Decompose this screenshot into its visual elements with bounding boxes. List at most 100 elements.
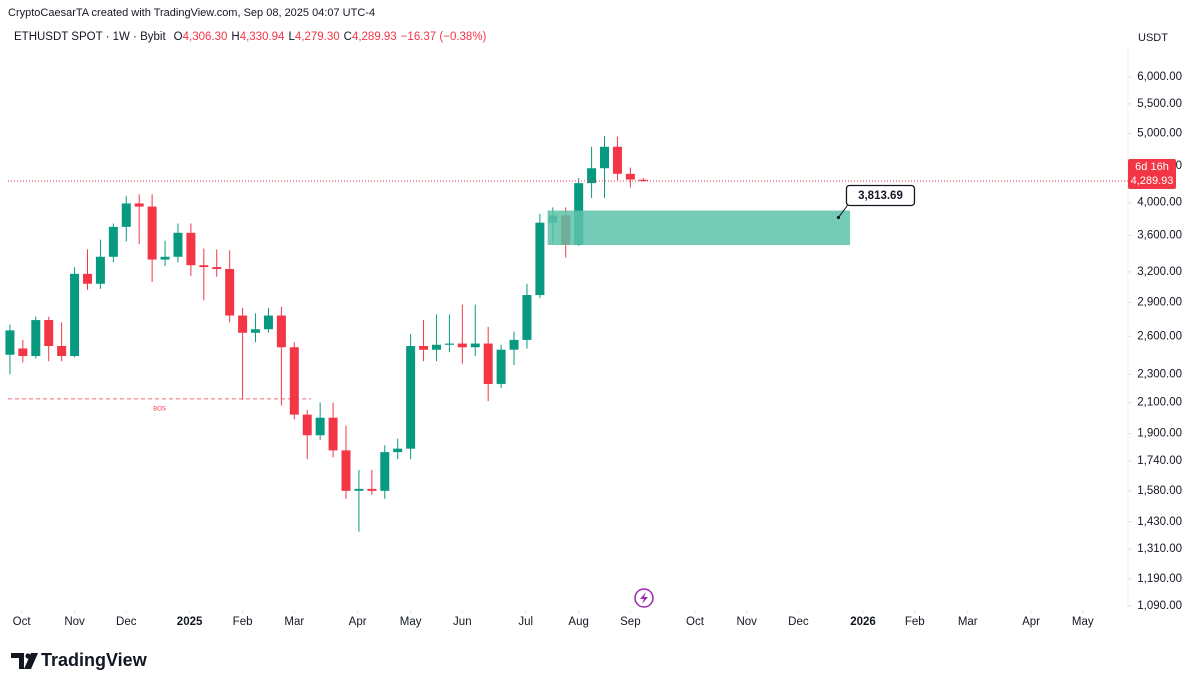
y-tick-label: 2,300.00 <box>1137 368 1182 380</box>
candle-body <box>199 265 209 268</box>
candle-body <box>444 343 454 345</box>
candle-body <box>160 256 170 260</box>
x-tick-label: Aug <box>568 616 588 628</box>
candle-body <box>625 173 635 180</box>
legend-field: L4,279.30 <box>288 31 339 43</box>
candle-body <box>354 488 364 491</box>
candle-body <box>238 315 248 333</box>
x-tick-label: Feb <box>233 616 253 628</box>
candle-body <box>328 417 338 451</box>
logo-part <box>11 653 24 669</box>
candle-body <box>263 315 273 330</box>
x-tick-label: Sep <box>620 616 640 628</box>
legend-field: C4,289.93 <box>344 31 397 43</box>
candle-body <box>225 269 235 316</box>
candle-body <box>173 232 183 257</box>
y-tick-label: 5,000.00 <box>1137 127 1182 139</box>
x-tick-label: Feb <box>905 616 925 628</box>
legend-value: 4,279.30 <box>294 31 340 43</box>
logo-part <box>24 653 38 669</box>
callout-label: 3,813.69 <box>858 190 903 202</box>
callout-box <box>845 184 916 207</box>
brand-logo <box>11 653 38 669</box>
x-tick-label: 2026 <box>850 616 876 628</box>
candle-body <box>380 452 390 491</box>
candle-body <box>186 232 196 266</box>
candle-body <box>121 203 131 227</box>
callout-point <box>836 215 841 220</box>
legend: ETHUSDT SPOT · 1W · Bybit O4,306.30 H4,33… <box>14 31 486 43</box>
lightning-icon <box>634 588 654 608</box>
candle-body <box>289 347 299 415</box>
candle-body <box>57 346 67 357</box>
x-tick-label: Dec <box>116 616 137 628</box>
x-tick-label: Oct <box>13 616 32 628</box>
x-tick-label: Dec <box>788 616 809 628</box>
y-tick-label: 2,100.00 <box>1137 397 1182 409</box>
callout-leader <box>838 205 848 218</box>
candle-body <box>31 320 41 357</box>
candle-body <box>18 348 28 357</box>
candle-body <box>431 344 441 350</box>
price-label: 4,289.93 <box>1131 175 1174 187</box>
candle-body <box>367 488 377 491</box>
candle-body <box>600 146 610 169</box>
y-tick-label: 3,600.00 <box>1137 229 1182 241</box>
y-tick-label: 1,310.00 <box>1137 543 1182 555</box>
x-tick-label: May <box>400 616 422 628</box>
legend-key: L <box>288 31 295 43</box>
candle-body <box>70 273 80 357</box>
candle-body <box>44 320 54 347</box>
bos-label: BOS <box>153 406 166 412</box>
price-countdown: 6d 16h <box>1135 161 1169 173</box>
candle-body <box>147 206 157 260</box>
x-tick-label: Mar <box>958 616 978 628</box>
candle-body <box>276 315 286 348</box>
x-tick-label: Apr <box>349 616 367 628</box>
candle-body <box>470 343 480 348</box>
y-tick-label: 1,190.00 <box>1137 573 1182 585</box>
x-tick-label: Jun <box>453 616 472 628</box>
candle-body <box>535 222 545 296</box>
candle-body <box>496 349 506 384</box>
x-tick-label: Oct <box>686 616 705 628</box>
candle-body <box>341 450 351 491</box>
x-tick-label: May <box>1072 616 1094 628</box>
candle-body <box>251 329 261 333</box>
candle-body <box>315 417 325 436</box>
x-tick-label: Nov <box>64 616 85 628</box>
candle-body <box>5 330 15 355</box>
candle-body <box>522 295 532 340</box>
candle-body <box>302 414 312 436</box>
candle-body <box>82 273 92 284</box>
candle-body <box>108 226 118 257</box>
brand: TradingView <box>41 650 148 670</box>
order-block-zone <box>547 210 851 245</box>
candle-body <box>612 146 622 174</box>
legend-field: H4,330.94 <box>231 31 284 43</box>
legend-key: C <box>343 31 352 43</box>
x-tick-label: Apr <box>1022 616 1040 628</box>
candle-body <box>509 339 519 350</box>
y-tick-label: 1,900.00 <box>1137 428 1182 440</box>
candle-body <box>212 267 222 270</box>
candle-body <box>587 168 597 184</box>
header: CryptoCaesarTA created with TradingView.… <box>8 7 375 19</box>
candle-body <box>638 179 648 181</box>
y-tick-label: 1,090.00 <box>1137 600 1182 612</box>
icon-bolt <box>640 592 648 604</box>
y-tick-label: 6,000.00 <box>1137 71 1182 83</box>
legend-key: H <box>231 31 240 43</box>
legend-key: O <box>173 31 183 43</box>
legend-field: O4,306.30 <box>174 31 228 43</box>
candle-body <box>419 346 429 350</box>
y-tick-label: 2,900.00 <box>1137 296 1182 308</box>
y-tick-label: 5,500.00 <box>1137 98 1182 110</box>
candle-body <box>393 448 403 453</box>
currency: USDT <box>1138 32 1168 44</box>
x-tick-label: Jul <box>518 616 533 628</box>
x-tick-label: 2025 <box>177 616 203 628</box>
